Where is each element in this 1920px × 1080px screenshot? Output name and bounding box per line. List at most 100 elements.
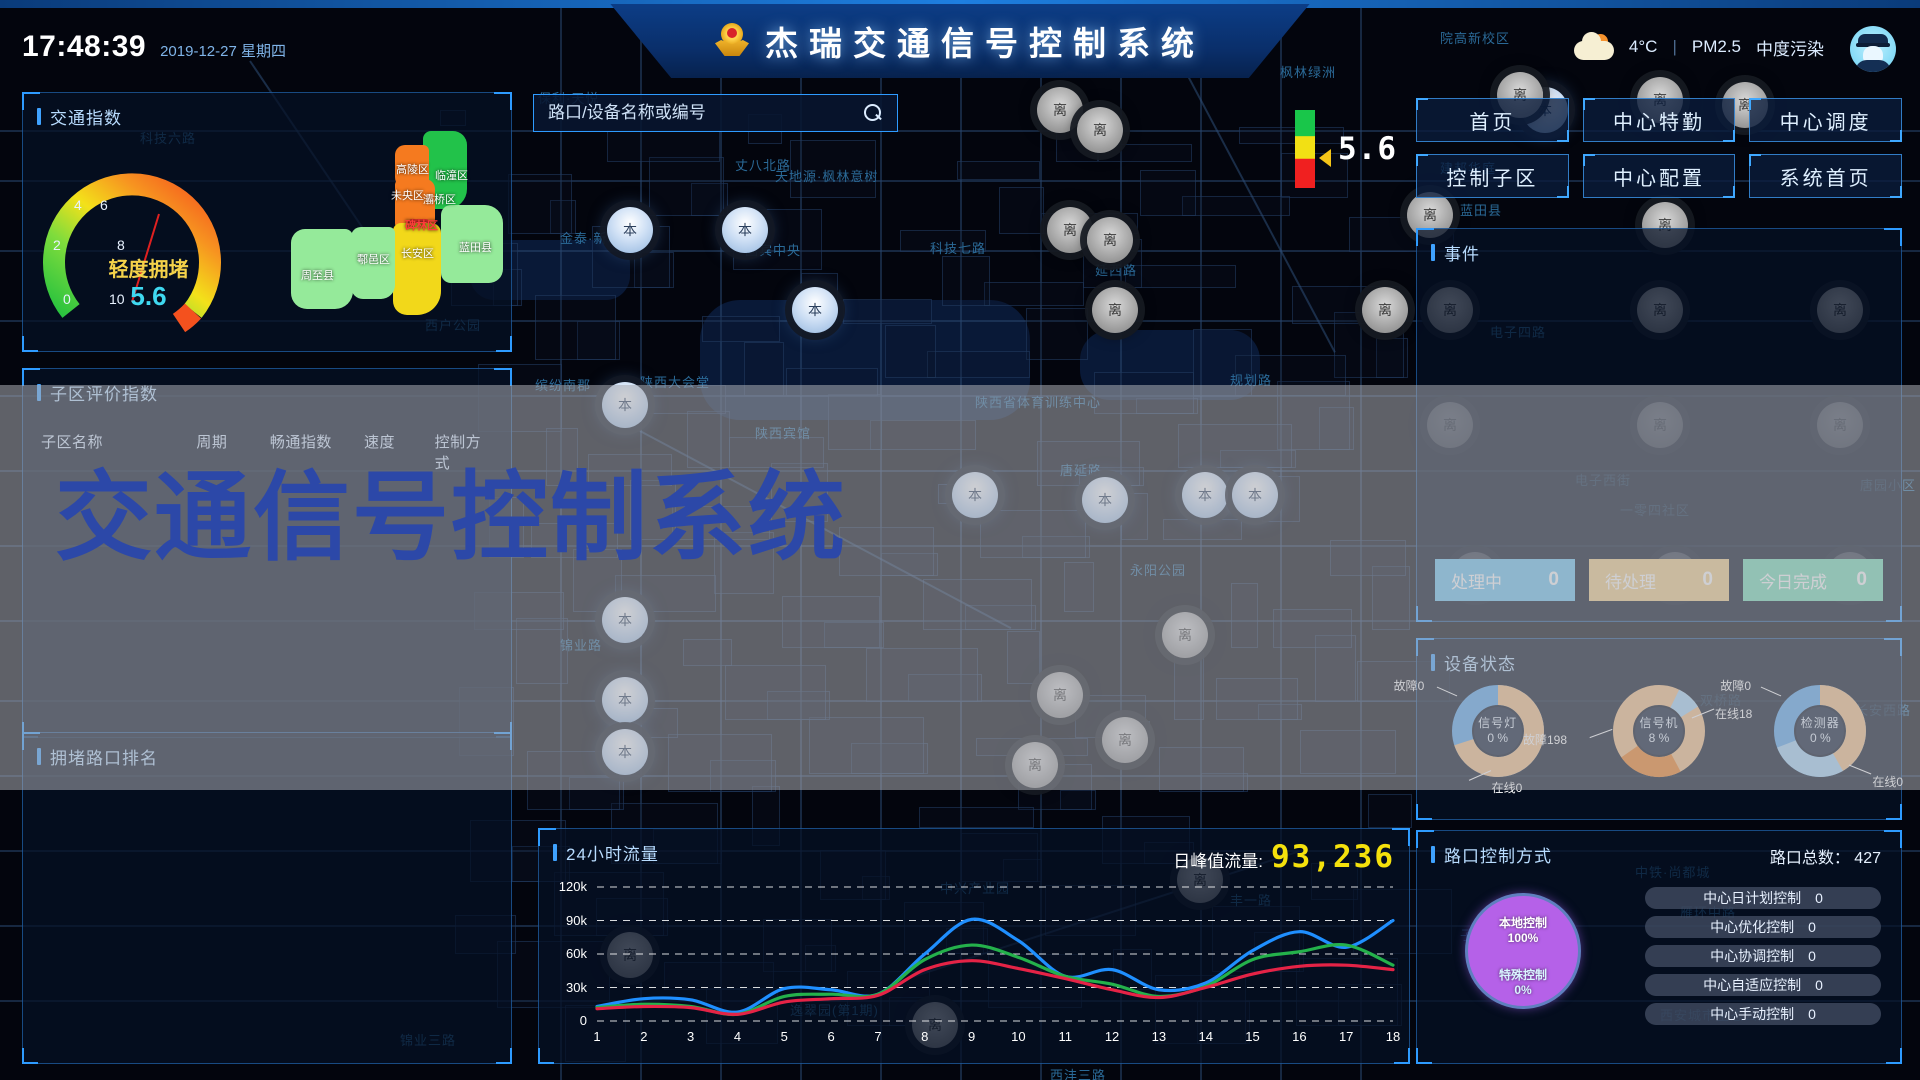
district-choropleth-map[interactable]: 高陵区 临潼区 未央区 灞桥区 碑林区 长安区 蓝田县 鄠邑区 周至县 — [283, 123, 503, 333]
control-mode-pie[interactable]: 本地控制 100% 特殊控制 0% — [1465, 893, 1581, 1009]
district-shape-zhouzhi[interactable] — [291, 229, 353, 309]
pie-primary: 本地控制 100% — [1468, 916, 1578, 946]
local-control-marker-icon[interactable]: 本 — [602, 677, 648, 723]
device-online-detector: 在线0 — [1872, 775, 1903, 789]
device-status-row: 信号灯 0 % 故障0 在线0 信号机 8 % 故障19 — [1394, 679, 1903, 795]
device-donut-signal-controller[interactable]: 信号机 8 % 故障198 在线18 — [1523, 683, 1752, 779]
local-control-marker-icon[interactable]: 本 — [602, 729, 648, 775]
local-control-marker-icon[interactable]: 本 — [722, 207, 768, 253]
offline-marker-icon[interactable]: 离 — [1037, 87, 1083, 133]
offline-marker-icon[interactable]: 离 — [1037, 672, 1083, 718]
event-status-completed[interactable]: 今日完成 0 — [1743, 559, 1883, 601]
device-donut-detector[interactable]: 检测器 0 % 故障0 在线0 — [1720, 679, 1903, 789]
control-mode-item-daily[interactable]: 中心日计划控制 0 — [1645, 887, 1881, 909]
local-control-marker-icon[interactable]: 本 — [607, 207, 653, 253]
pie-secondary-label: 特殊控制 — [1498, 968, 1547, 982]
gauge-tick-10: 10 — [109, 291, 125, 307]
device-status-panel: 设备状态 信号灯 0 % 故障0 在线0 — [1394, 638, 1903, 820]
district-label-huyi: 鄠邑区 — [357, 254, 390, 266]
intersection-total: 路口总数： 427 — [1770, 844, 1881, 868]
control-mode-item-daily-label: 中心日计划控制 — [1703, 890, 1802, 906]
chart-xtick: 11 — [1058, 1029, 1072, 1044]
chart-ytick: 90k — [566, 912, 587, 928]
chart-xtick: 15 — [1245, 1029, 1260, 1044]
local-control-marker-icon[interactable]: 本 — [1082, 477, 1128, 523]
app-title-group: 杰瑞交通信号控制系统 — [580, 4, 1340, 78]
map-label: 天地源·枫林意树 — [775, 169, 879, 184]
legend-value: 5.6 — [1338, 131, 1397, 167]
local-control-marker-icon[interactable]: 本 — [792, 287, 838, 333]
events-status-row: 处理中 0 待处理 0 今日完成 0 — [1435, 559, 1883, 601]
clock: 17:48:39 2019-12-27 星期四 — [22, 30, 286, 64]
police-badge-icon — [715, 23, 749, 59]
offline-marker-icon[interactable]: 离 — [1362, 287, 1408, 333]
pie-primary-percent: 100% — [1507, 931, 1539, 945]
event-status-pending[interactable]: 待处理 0 — [1589, 559, 1729, 601]
intersection-total-label: 路口总数： — [1769, 850, 1850, 867]
subarea-evaluation-panel: 子区评价指数 子区名称 周期 畅通指数 速度 控制方式 — [22, 368, 512, 738]
nav-button-subarea[interactable]: 控制子区 — [1416, 154, 1569, 198]
gauge-tick-0: 0 — [63, 291, 71, 307]
offline-marker-icon[interactable]: 离 — [1102, 717, 1148, 763]
local-control-marker-icon[interactable]: 本 — [1232, 472, 1278, 518]
app-title: 杰瑞交通信号控制系统 — [765, 25, 1205, 62]
nav-button-dispatch[interactable]: 中心调度 — [1749, 98, 1902, 142]
district-shape-lantian[interactable] — [441, 205, 503, 283]
local-control-marker-icon[interactable]: 本 — [1182, 472, 1228, 518]
chart-xtick: 16 — [1292, 1029, 1307, 1044]
chart-xtick: 12 — [1104, 1029, 1120, 1044]
chart-xtick: 1 — [593, 1029, 601, 1044]
event-status-processing-label: 处理中 — [1451, 572, 1502, 592]
pie-secondary-percent: 0% — [1514, 983, 1532, 997]
offline-marker-icon[interactable]: 离 — [1077, 107, 1123, 153]
district-label-gaoling: 高陵区 — [396, 164, 429, 176]
gauge-tick-4: 4 — [74, 197, 82, 213]
sun-cloud-icon — [1573, 32, 1614, 60]
offline-marker-icon[interactable]: 离 — [1162, 612, 1208, 658]
nav-button-system[interactable]: 系统首页 — [1749, 154, 1902, 198]
nav-button-grid: 首页 中心特勤 中心调度 控制子区 中心配置 系统首页 — [1416, 98, 1902, 198]
offline-marker-icon[interactable]: 离 — [1087, 217, 1133, 263]
map-label: 陕西大会堂 — [640, 375, 711, 390]
offline-marker-icon[interactable]: 离 — [1092, 287, 1138, 333]
local-control-marker-icon[interactable]: 本 — [602, 382, 648, 428]
offline-marker-icon[interactable]: 离 — [1012, 742, 1058, 788]
chart-xtick: 2 — [640, 1029, 648, 1044]
control-mode-item-adaptive-label: 中心自适应控制 — [1703, 977, 1802, 993]
gauge-tick-8: 8 — [117, 237, 125, 253]
nav-button-config[interactable]: 中心配置 — [1582, 154, 1736, 198]
event-status-processing[interactable]: 处理中 0 — [1435, 559, 1575, 601]
col-mode: 控制方式 — [434, 434, 482, 472]
events-title: 事件 — [1417, 229, 1901, 265]
control-mode-item-coordinate[interactable]: 中心协调控制 0 — [1645, 945, 1881, 967]
gauge-tick-6: 6 — [100, 197, 108, 213]
traffic-index-title: 交通指数 — [23, 93, 511, 129]
offline-marker-icon[interactable]: 离 — [1047, 207, 1093, 253]
chart-xtick: 8 — [921, 1029, 929, 1044]
legend-color-bar — [1295, 110, 1315, 188]
control-mode-item-manual[interactable]: 中心手动控制 0 — [1645, 1003, 1881, 1025]
local-control-marker-icon[interactable]: 本 — [952, 472, 998, 518]
congestion-legend: 5.6 — [1295, 110, 1397, 188]
search-box[interactable] — [533, 94, 898, 132]
chart-xtick: 3 — [687, 1029, 695, 1044]
search-icon[interactable] — [864, 103, 883, 123]
local-control-marker-icon[interactable]: 本 — [602, 597, 648, 643]
temperature: 4°C — [1628, 37, 1658, 56]
police-officer-avatar-icon[interactable] — [1850, 26, 1896, 72]
nav-button-special[interactable]: 中心特勤 — [1582, 98, 1736, 142]
control-mode-item-coordinate-value: 0 — [1808, 948, 1816, 964]
device-name-signal-controller: 信号机 — [1639, 716, 1679, 730]
search-input[interactable] — [548, 103, 864, 123]
district-shape-huyi[interactable] — [351, 227, 395, 299]
event-status-completed-label: 今日完成 — [1759, 572, 1827, 592]
congestion-rank-title: 拥堵路口排名 — [23, 733, 511, 769]
device-online-signal-light: 在线0 — [1491, 781, 1523, 795]
nav-button-home[interactable]: 首页 — [1416, 98, 1569, 142]
map-label: 金泰·新城 — [560, 231, 622, 246]
map-label: 蓝田县 — [1460, 203, 1503, 218]
district-shape-changan[interactable] — [393, 223, 441, 315]
map-label: 规划路 — [1230, 373, 1273, 388]
control-mode-item-optimize[interactable]: 中心优化控制 0 — [1645, 916, 1881, 938]
control-mode-item-adaptive[interactable]: 中心自适应控制 0 — [1645, 974, 1881, 996]
